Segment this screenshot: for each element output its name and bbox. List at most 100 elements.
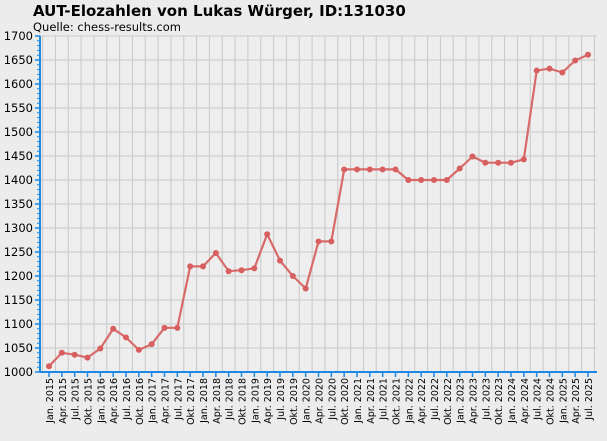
x-tick-label: Apr. 2025 <box>571 378 582 424</box>
data-point <box>546 65 553 72</box>
chart-source: Quelle: chess-results.com <box>33 20 181 34</box>
y-tick-label: 1700 <box>4 29 33 43</box>
y-tick-label: 1000 <box>4 365 33 379</box>
x-tick-label: Apr. 2019 <box>263 378 274 424</box>
y-tick-label: 1200 <box>4 269 33 283</box>
data-point <box>58 349 65 356</box>
x-tick-label: Apr. 2015 <box>58 378 69 424</box>
data-point <box>405 177 412 183</box>
y-tick-label: 1600 <box>4 77 33 91</box>
y-tick-label: 1050 <box>4 341 33 355</box>
data-point <box>277 257 283 264</box>
x-tick-label: Apr. 2024 <box>520 378 531 424</box>
data-point <box>482 159 489 166</box>
data-point <box>84 354 91 361</box>
data-point <box>508 159 514 166</box>
data-point <box>123 334 129 341</box>
x-tick-label: Jan. 2017 <box>148 378 159 424</box>
x-tick-label: Okt. 2020 <box>340 378 351 425</box>
data-point <box>212 249 219 256</box>
data-point <box>110 325 117 332</box>
data-point <box>264 231 271 238</box>
data-point <box>315 238 322 245</box>
data-point <box>328 238 335 245</box>
data-point <box>443 177 450 183</box>
x-tick-label: Jul. 2025 <box>584 378 595 421</box>
data-point <box>341 166 348 173</box>
data-point <box>148 341 155 348</box>
y-tick-label: 1650 <box>4 53 33 67</box>
y-tick-label: 1300 <box>4 221 33 235</box>
data-point <box>469 153 476 160</box>
x-tick-label: Jul. 2024 <box>533 378 544 421</box>
data-point <box>251 265 258 272</box>
x-tick-label: Jan. 2019 <box>250 378 261 424</box>
y-tick-label: 1350 <box>4 197 33 211</box>
x-tick-label: Jan. 2025 <box>558 378 569 424</box>
data-point <box>97 345 104 352</box>
y-tick-label: 1500 <box>4 125 33 139</box>
x-tick-label: Jan. 2018 <box>199 378 210 424</box>
x-tick-label: Jan. 2024 <box>507 378 518 424</box>
x-tick-label: Okt. 2019 <box>289 378 300 425</box>
data-point <box>559 69 566 76</box>
y-tick-label: 1550 <box>4 101 33 115</box>
x-tick-label: Jul. 2020 <box>327 378 338 421</box>
data-point <box>495 159 502 166</box>
data-point <box>572 57 579 64</box>
x-tick-label: Jul. 2019 <box>276 378 287 421</box>
x-tick-label: Apr. 2018 <box>212 378 223 424</box>
x-tick-label: Okt. 2021 <box>392 378 403 425</box>
y-tick-label: 1450 <box>4 149 33 163</box>
x-tick-label: Okt. 2018 <box>238 378 249 425</box>
x-tick-label: Jul. 2018 <box>225 378 236 421</box>
x-tick-label: Okt. 2022 <box>443 378 454 425</box>
data-point <box>174 324 181 331</box>
chart-title: AUT-Elozahlen von Lukas Würger, ID:13103… <box>33 2 406 20</box>
data-point <box>225 268 232 275</box>
data-point <box>533 67 540 74</box>
x-tick-label: Jan. 2016 <box>96 378 107 424</box>
data-point <box>366 166 373 173</box>
data-point <box>585 51 591 58</box>
x-tick-label: Jul. 2017 <box>173 378 184 421</box>
x-tick-label: Okt. 2023 <box>494 378 505 425</box>
data-point <box>238 267 245 274</box>
data-point <box>289 273 296 279</box>
data-point <box>354 166 360 173</box>
data-point <box>161 324 168 331</box>
x-tick-label: Okt. 2015 <box>84 378 95 425</box>
x-tick-label: Jul. 2023 <box>481 378 492 421</box>
x-tick-label: Jul. 2016 <box>122 378 133 421</box>
x-tick-label: Jul. 2021 <box>379 378 390 421</box>
x-tick-label: Jul. 2015 <box>71 378 82 421</box>
x-tick-label: Okt. 2016 <box>135 378 146 425</box>
x-tick-label: Apr. 2017 <box>161 378 172 424</box>
data-point <box>46 363 52 370</box>
x-tick-label: Apr. 2023 <box>469 378 480 424</box>
data-point <box>392 166 399 173</box>
data-point <box>71 351 78 358</box>
x-tick-label: Apr. 2021 <box>366 378 377 424</box>
x-tick-label: Apr. 2016 <box>109 378 120 424</box>
x-tick-label: Jan. 2020 <box>302 378 313 424</box>
x-tick-label: Jul. 2022 <box>430 378 441 421</box>
data-point <box>456 165 463 172</box>
x-tick-label: Okt. 2024 <box>546 378 557 425</box>
data-point <box>200 263 206 270</box>
data-point <box>418 177 425 183</box>
y-tick-label: 1250 <box>4 245 33 259</box>
data-point <box>520 156 527 163</box>
x-tick-label: Okt. 2017 <box>186 378 197 425</box>
x-tick-label: Jan. 2015 <box>45 378 56 424</box>
x-tick-label: Jan. 2023 <box>456 378 467 424</box>
x-tick-label: Apr. 2022 <box>417 378 428 424</box>
x-tick-label: Jan. 2022 <box>404 378 415 424</box>
data-point <box>431 177 437 183</box>
x-tick-label: Jan. 2021 <box>353 378 364 424</box>
y-tick-label: 1100 <box>4 317 33 331</box>
data-point <box>187 263 194 270</box>
y-tick-label: 1150 <box>4 293 33 307</box>
